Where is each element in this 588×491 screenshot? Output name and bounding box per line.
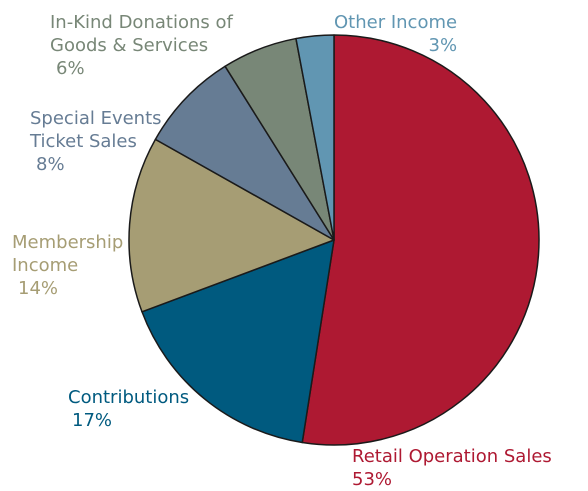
slice-label-other-income-value: 3% [428, 35, 458, 56]
pie-slice-special-events-ticket-sales [154, 65, 335, 241]
pie-slice-other-income [295, 34, 335, 241]
slice-label-in-kind-donations-value: 6% [56, 58, 85, 79]
pie-slice-retail-operation-sales [301, 34, 540, 446]
slice-label-in-kind-donations: In-Kind Donations of Goods & Services 6% [50, 11, 233, 80]
slice-label-special-events-name-2: Ticket Sales [30, 131, 137, 152]
slice-label-membership-income-name-1: Membership [12, 232, 124, 253]
slice-label-special-events-name-1: Special Events [30, 108, 162, 129]
slice-label-retail-operation-sales: Retail Operation Sales 53% [352, 445, 552, 491]
slice-label-other-income: Other Income 3% [334, 11, 457, 57]
slice-label-special-events-value: 8% [36, 154, 65, 175]
slice-label-retail-operation-sales-value: 53% [352, 469, 393, 490]
pie-slice-membership-income [128, 138, 335, 313]
slice-label-membership-income-name-2: Income [12, 255, 79, 276]
slice-label-special-events: Special Events Ticket Sales 8% [30, 107, 162, 176]
slice-label-in-kind-donations-name-2: Goods & Services [50, 35, 209, 56]
slice-label-other-income-name: Other Income [334, 12, 458, 33]
pie-slice-contributions [141, 239, 335, 444]
slice-label-retail-operation-sales-name: Retail Operation Sales [352, 446, 552, 467]
slice-label-contributions: Contributions 17% [68, 386, 189, 432]
slice-label-membership-income-value: 14% [18, 278, 59, 299]
slice-label-in-kind-donations-name-1: In-Kind Donations of [50, 12, 233, 33]
slice-label-contributions-name: Contributions [68, 387, 190, 408]
slice-label-contributions-value: 17% [72, 410, 113, 431]
slice-label-membership-income: Membership Income 14% [12, 231, 123, 300]
